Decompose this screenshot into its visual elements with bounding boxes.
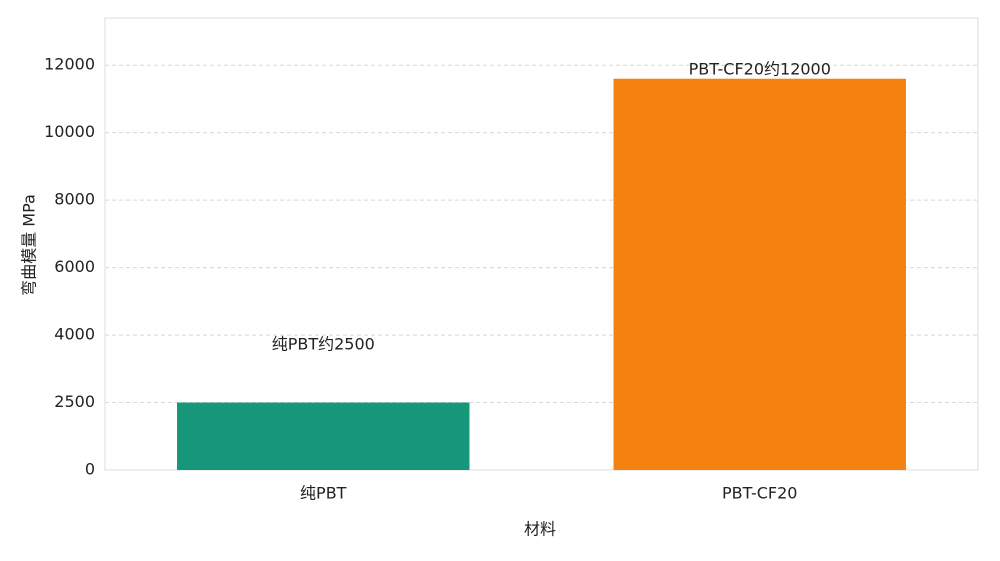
bar	[177, 402, 470, 470]
y-tick-label: 4000	[54, 325, 95, 344]
annotation: PBT-CF20约12000	[689, 60, 831, 79]
x-tick-label: 纯PBT	[300, 484, 347, 503]
y-tick-label: 8000	[54, 190, 95, 209]
y-tick-label: 10000	[44, 122, 95, 141]
x-tick-label: PBT-CF20	[722, 484, 797, 503]
y-tick-label: 6000	[54, 257, 95, 276]
y-tick-label: 0	[85, 460, 95, 479]
y-axis-label: 弯曲模量 MPa	[20, 194, 39, 296]
annotation: 纯PBT约2500	[272, 335, 375, 354]
x-axis-label: 材料	[524, 520, 556, 539]
y-tick-label: 12000	[44, 55, 95, 74]
bar	[613, 78, 906, 470]
y-tick-label: 2500	[54, 392, 95, 411]
